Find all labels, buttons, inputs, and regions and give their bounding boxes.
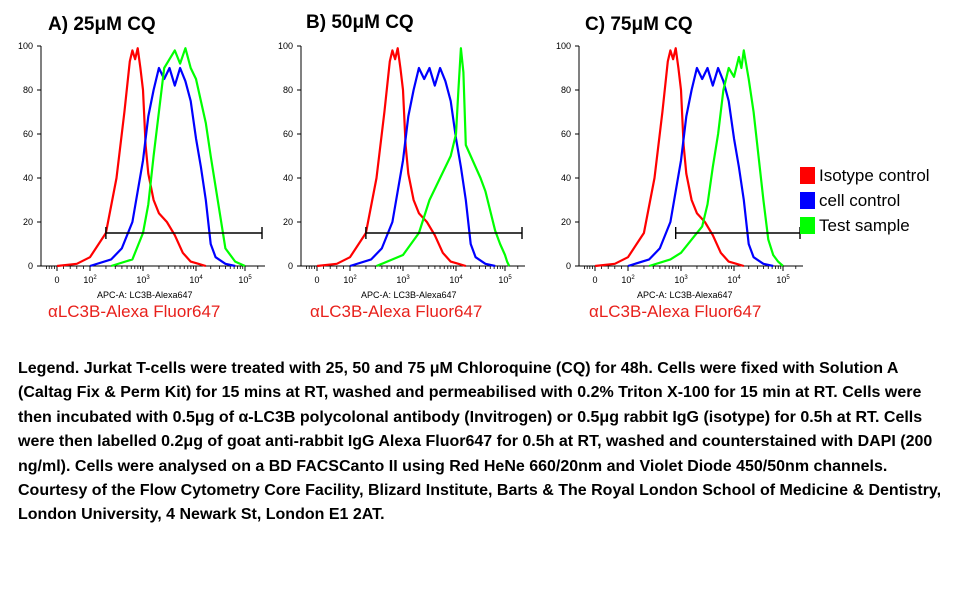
- x-tick-label: 0: [592, 275, 597, 285]
- y-tick-label: 60: [23, 129, 33, 139]
- y-tick-label: 0: [28, 261, 33, 271]
- antibody-label-b: αLC3B-Alexa Fluor647: [310, 302, 483, 321]
- legend-label-cell-control: cell control: [819, 190, 901, 210]
- legend-item-isotype: Isotype control: [800, 163, 930, 188]
- x-tick-label: 102: [621, 275, 635, 285]
- x-tick-label: 104: [449, 275, 463, 285]
- legend-label-test-sample: Test sample: [819, 215, 910, 235]
- series-line-cell-control: [627, 66, 774, 268]
- y-tick-label: 100: [278, 41, 293, 51]
- y-tick-label: 20: [23, 217, 33, 227]
- histogram-plot-b: 0 20 40 60 80 100 0 102 103 104 105: [278, 41, 525, 285]
- y-tick-label: 0: [288, 261, 293, 271]
- y-tick-label: 100: [18, 41, 33, 51]
- legend-swatch-test-sample: [800, 217, 815, 234]
- x-tick-label: 105: [776, 275, 790, 285]
- y-tick-label: 80: [283, 85, 293, 95]
- legend-label-isotype: Isotype control: [819, 165, 930, 185]
- legend: Isotype control cell control Test sample: [800, 163, 930, 238]
- x-axis-label-b: APC-A: LC3B-Alexa647: [361, 290, 457, 300]
- x-tick-label: 104: [727, 275, 741, 285]
- x-tick-label: 102: [343, 275, 357, 285]
- series-line-isotype-control: [56, 47, 207, 268]
- series-line-test-sample: [110, 47, 246, 268]
- y-tick-label: 0: [566, 261, 571, 271]
- x-tick-label: 105: [238, 275, 252, 285]
- y-tick-label: 80: [561, 85, 571, 95]
- y-tick-label: 60: [283, 129, 293, 139]
- x-axis-label-c: APC-A: LC3B-Alexa647: [637, 290, 733, 300]
- y-tick-label: 60: [561, 129, 571, 139]
- y-tick-label: 40: [23, 173, 33, 183]
- x-tick-label: 103: [396, 275, 410, 285]
- y-tick-label: 80: [23, 85, 33, 95]
- legend-item-cell-control: cell control: [800, 188, 930, 213]
- x-tick-label: 104: [189, 275, 203, 285]
- x-tick-label: 105: [498, 275, 512, 285]
- x-tick-label: 0: [314, 275, 319, 285]
- legend-swatch-isotype: [800, 167, 815, 184]
- x-tick-label: 0: [54, 275, 59, 285]
- y-tick-label: 20: [561, 217, 571, 227]
- x-tick-label: 103: [674, 275, 688, 285]
- series-line-isotype-control: [594, 47, 745, 268]
- series-line-isotype-control: [316, 47, 467, 268]
- y-tick-label: 40: [561, 173, 571, 183]
- figure-caption: Legend. Jurkat T-cells were treated with…: [18, 360, 946, 524]
- series-line-test-sample: [376, 47, 511, 268]
- series-line-cell-control: [349, 66, 496, 268]
- histogram-plot-a: 0 20 40 60 80 100 0 102 103 104 105: [18, 41, 265, 285]
- panel-title-c: C) 75μM CQ: [585, 14, 693, 35]
- x-tick-label: 102: [83, 275, 97, 285]
- y-tick-label: 40: [283, 173, 293, 183]
- antibody-label-c: αLC3B-Alexa Fluor647: [589, 302, 762, 321]
- legend-swatch-cell-control: [800, 192, 815, 209]
- histogram-plot-c: 0 20 40 60 80 100 0 102 103 104 105: [556, 41, 803, 285]
- panel-title-a: A) 25μM CQ: [48, 14, 156, 35]
- series-line-cell-control: [89, 66, 236, 268]
- y-tick-label: 20: [283, 217, 293, 227]
- legend-item-test-sample: Test sample: [800, 213, 930, 238]
- y-tick-label: 100: [556, 41, 571, 51]
- antibody-label-a: αLC3B-Alexa Fluor647: [48, 302, 221, 321]
- x-tick-label: 103: [136, 275, 150, 285]
- panel-title-b: B) 50μM CQ: [306, 12, 414, 33]
- x-axis-label-a: APC-A: LC3B-Alexa647: [97, 290, 193, 300]
